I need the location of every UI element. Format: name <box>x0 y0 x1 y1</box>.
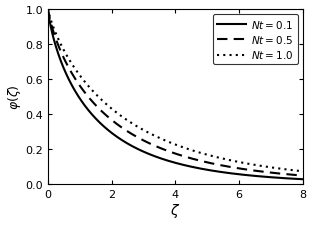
$Nt = 0.5$ <box>245 169 249 171</box>
$Nt = 1.0$ <box>221 158 225 160</box>
X-axis label: $\zeta$: $\zeta$ <box>170 202 181 219</box>
$Nt = 0.1$ <box>46 8 50 11</box>
$Nt = 0.5$ <box>301 174 305 177</box>
Y-axis label: $\varphi(\zeta)$: $\varphi(\zeta)$ <box>6 84 22 110</box>
$Nt = 1.0$ <box>250 163 253 166</box>
$Nt = 0.1$ <box>72 88 76 91</box>
$Nt = 1.0$ <box>46 8 50 11</box>
$Nt = 0.5$ <box>250 169 253 172</box>
$Nt = 0.5$ <box>221 164 225 167</box>
Line: $Nt = 1.0$: $Nt = 1.0$ <box>48 9 303 171</box>
$Nt = 0.1$ <box>301 178 305 181</box>
$Nt = 0.5$ <box>149 143 153 146</box>
Line: $Nt = 0.1$: $Nt = 0.1$ <box>48 9 303 179</box>
Line: $Nt = 0.5$: $Nt = 0.5$ <box>48 9 303 176</box>
$Nt = 1.0$ <box>301 170 305 173</box>
$Nt = 0.1$ <box>250 174 253 177</box>
$Nt = 0.1$ <box>245 174 249 177</box>
$Nt = 0.1$ <box>221 171 225 174</box>
Legend: $Nt = 0.1$, $Nt = 0.5$, $Nt = 1.0$: $Nt = 0.1$, $Nt = 0.5$, $Nt = 1.0$ <box>213 15 298 65</box>
$Nt = 0.5$ <box>72 76 76 79</box>
$Nt = 0.5$ <box>158 147 162 150</box>
$Nt = 1.0$ <box>158 137 162 140</box>
$Nt = 0.5$ <box>46 8 50 11</box>
$Nt = 0.1$ <box>149 154 153 156</box>
$Nt = 1.0$ <box>72 66 76 69</box>
$Nt = 0.1$ <box>158 157 162 160</box>
$Nt = 1.0$ <box>149 133 153 136</box>
$Nt = 1.0$ <box>245 162 249 165</box>
